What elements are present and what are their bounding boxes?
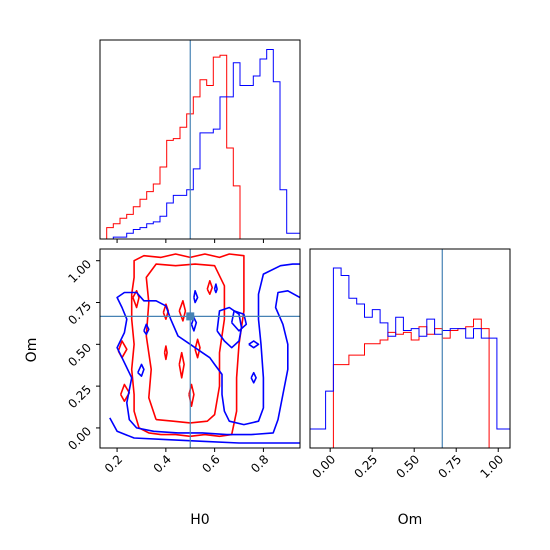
truth-marker: [186, 312, 195, 321]
x-tick-label-om-0.00: 0.00: [310, 452, 339, 481]
om-histogram-series-0: [310, 318, 510, 449]
y-tick-label-om-0.00: 0.00: [65, 424, 94, 453]
x-tick-label-h0-0.2: 0.2: [102, 452, 125, 475]
h0-histogram-series-1: [100, 49, 301, 240]
contour-series-1-level-3: [230, 310, 248, 332]
contour-series-1-level-7: [143, 323, 150, 336]
contour-series-1-level-5: [250, 371, 257, 384]
contour-series-1-level-9: [193, 290, 199, 304]
y-tick-label-om-0.25: 0.25: [65, 382, 94, 411]
x-tick-label-om-0.75: 0.75: [436, 452, 465, 481]
x-axis-label-h0: H0: [190, 512, 209, 528]
contour-series-0-level-8: [178, 351, 185, 379]
om-histogram-panel: 0.00 0.25 0.50 0.75 1.00: [309, 248, 511, 481]
x-tick-label-om-0.50: 0.50: [394, 452, 423, 481]
contour-series-0-level-7: [178, 300, 187, 322]
contour-series-1-level-1: [116, 263, 300, 436]
x-tick-label-h0-0.4: 0.4: [151, 452, 174, 475]
x-tick-label-h0-0.8: 0.8: [248, 452, 271, 475]
x-tick-label-om-1.00: 1.00: [478, 452, 507, 481]
contour-series-0-level-0: [130, 253, 245, 438]
om-histogram-frame: [309, 248, 511, 449]
contour-series-1-level-4: [248, 340, 260, 349]
contour-series-1-level-6: [137, 363, 145, 377]
h0-histogram-frame: [99, 39, 301, 240]
contour-series-0-level-10: [194, 338, 201, 359]
h0-om-contour-panel: 0.2 0.4 0.6 0.8 0.00 0.25 0.50 0.75 1.00: [65, 248, 301, 476]
y-tick-label-om-1.00: 1.00: [65, 257, 94, 286]
h0-histogram-panel: [99, 39, 301, 243]
om-histogram-series-1: [309, 267, 511, 448]
y-tick-label-om-0.75: 0.75: [65, 299, 94, 328]
contour-series-0-level-6: [163, 345, 168, 361]
x-tick-label-om-0.25: 0.25: [352, 452, 381, 481]
contour-frame: [99, 248, 301, 449]
y-axis-label-om: Om: [24, 338, 40, 363]
contour-series-0-level-1: [145, 263, 226, 424]
x-axis-label-om: Om: [398, 512, 423, 528]
y-tick-label-om-0.50: 0.50: [65, 341, 94, 370]
contour-series-1-level-10: [213, 283, 218, 294]
contour-series-0-level-11: [206, 280, 213, 295]
contour-lines: [109, 253, 300, 444]
contour-series-1-level-0: [109, 417, 300, 444]
x-tick-label-h0-0.6: 0.6: [199, 452, 222, 475]
